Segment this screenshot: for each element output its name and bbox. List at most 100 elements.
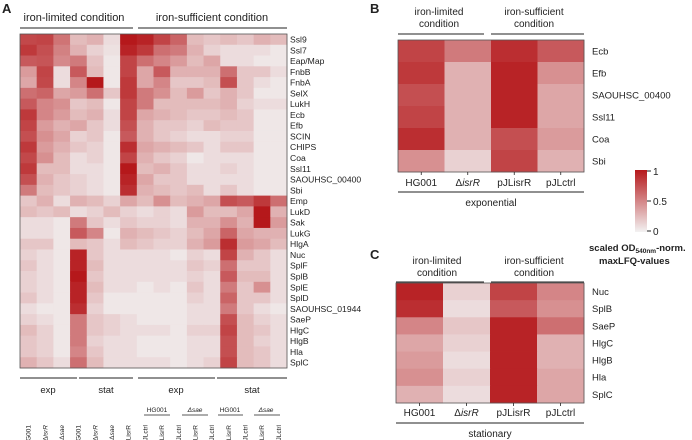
a-col-label-1: ΔisrR — [42, 425, 49, 440]
a-cell-fnba-15 — [270, 77, 288, 89]
a-row-label-sak: Sak — [290, 218, 306, 228]
a-cell-sple-10 — [186, 281, 204, 293]
a-cell-chips-3 — [70, 141, 88, 153]
a-row-label-hlga: HlgA — [290, 239, 309, 249]
c-header-iron-limited-line2: condition — [417, 268, 457, 279]
a-cell-hla-6 — [120, 346, 138, 358]
c-cell-nuc-1 — [443, 283, 491, 301]
a-cell-lukg-2 — [53, 227, 71, 240]
colorbar-title-line2: maxLFQ-values — [599, 256, 670, 267]
a-cell-saouhsc-00400-0 — [20, 174, 38, 186]
a-cell-splf-2 — [53, 260, 71, 272]
a-cell-fnbb-7 — [136, 66, 154, 78]
a-cell-coa-3 — [70, 152, 88, 164]
a-row-label-efb: Efb — [290, 121, 303, 131]
a-cell-fnbb-0 — [20, 66, 38, 78]
a-cell-saep-7 — [136, 314, 154, 326]
a-cell-hlga-13 — [236, 238, 255, 250]
a-cell-sple-12 — [220, 281, 238, 293]
b-cell-sbi-0 — [398, 150, 445, 173]
a-cell-saep-8 — [153, 314, 171, 326]
a-cell-sple-15 — [270, 281, 288, 293]
a-cell-fnba-9 — [170, 77, 188, 89]
a-cell-eap-map-11 — [203, 55, 221, 67]
a-cell-selx-12 — [220, 87, 238, 100]
a-cell-eap-map-6 — [120, 55, 138, 67]
a-cell-hlgb-14 — [253, 335, 271, 347]
a-cell-saep-11 — [203, 314, 221, 326]
a-cell-sbi-15 — [270, 184, 288, 197]
b-col-label-2: pJLisrR — [497, 178, 531, 189]
a-cell-hla-7 — [136, 346, 154, 358]
a-cell-efb-5 — [103, 120, 121, 132]
a-cell-ssl11-6 — [120, 163, 138, 175]
a-cell-saep-6 — [120, 314, 138, 326]
a-row-label-nuc: Nuc — [290, 250, 306, 260]
a-cell-saouhsc-00400-6 — [120, 174, 138, 186]
a-cell-scin-8 — [153, 130, 171, 143]
a-cell-lukd-11 — [203, 206, 221, 218]
a-cell-selx-14 — [253, 87, 271, 100]
c-row-label-splb: SplB — [592, 304, 612, 315]
a-cell-sak-5 — [103, 217, 121, 229]
a-cell-hlgb-4 — [86, 335, 104, 347]
a-row-label-saouhsc-01944: SAOUHSC_01944 — [290, 304, 361, 314]
a-col-label-15: pJLctrl — [276, 424, 283, 440]
a-cell-saep-13 — [236, 314, 255, 326]
a-cell-sple-0 — [20, 281, 38, 293]
a-cell-hlgc-5 — [103, 324, 121, 337]
a-cell-hlga-3 — [70, 238, 88, 250]
c-footer: stationary — [468, 429, 511, 440]
a-cell-fnbb-3 — [70, 66, 88, 78]
a-cell-spld-12 — [220, 292, 238, 304]
a-cell-splf-10 — [186, 260, 204, 272]
a-cell-saouhsc-00400-4 — [86, 174, 104, 186]
a-cell-fnba-5 — [103, 77, 121, 89]
a-cell-scin-6 — [120, 130, 138, 143]
a-cell-selx-4 — [86, 87, 104, 100]
a-cell-scin-5 — [103, 130, 121, 143]
a-cell-emp-1 — [36, 195, 54, 207]
a-cell-ssl7-13 — [236, 44, 255, 56]
a-cell-lukh-7 — [136, 98, 154, 110]
a-cell-lukh-1 — [36, 98, 54, 110]
colorbar-max-label: 1 — [653, 167, 659, 178]
a-cell-eap-map-0 — [20, 55, 38, 67]
c-cell-hla-3 — [537, 368, 585, 387]
b-row-label-ecb: Ecb — [592, 46, 608, 57]
a-cell-lukg-3 — [70, 227, 88, 240]
a-cell-coa-10 — [186, 152, 204, 164]
a-cell-hlga-14 — [253, 238, 271, 250]
a-cell-emp-6 — [120, 195, 138, 207]
a-cell-saep-1 — [36, 314, 54, 326]
c-cell-hla-1 — [443, 368, 491, 387]
a-row-label-chips: CHIPS — [290, 142, 317, 152]
c-cell-hla-0 — [396, 368, 444, 387]
c-cell-saep-1 — [443, 317, 491, 335]
a-cell-efb-9 — [170, 120, 188, 132]
b-row-label-coa: Coa — [592, 134, 610, 145]
a-cell-chips-14 — [253, 141, 271, 153]
a-cell-hlgc-7 — [136, 324, 154, 337]
a-cell-spld-7 — [136, 292, 154, 304]
a-cell-hlgb-7 — [136, 335, 154, 347]
a-cell-splb-11 — [203, 271, 221, 283]
a-cell-lukh-10 — [186, 98, 204, 110]
a-strain-sae-exp: Δsae — [187, 407, 203, 414]
a-cell-ssl9-5 — [103, 34, 121, 46]
a-cell-lukd-12 — [220, 206, 238, 218]
a-cell-ssl7-1 — [36, 44, 54, 56]
a-cell-splb-1 — [36, 271, 54, 283]
a-cell-spld-8 — [153, 292, 171, 304]
a-cell-lukd-3 — [70, 206, 88, 218]
a-cell-saouhsc-01944-8 — [153, 303, 171, 315]
a-cell-saep-2 — [53, 314, 71, 326]
b-cell-efb-3 — [537, 62, 585, 85]
a-cell-hla-10 — [186, 346, 204, 358]
a-cell-ecb-6 — [120, 109, 138, 121]
c-cell-splc-3 — [537, 385, 585, 404]
a-cell-fnbb-6 — [120, 66, 138, 78]
a-cell-efb-6 — [120, 120, 138, 132]
a-cell-ecb-0 — [20, 109, 38, 121]
a-cell-fnba-2 — [53, 77, 71, 89]
